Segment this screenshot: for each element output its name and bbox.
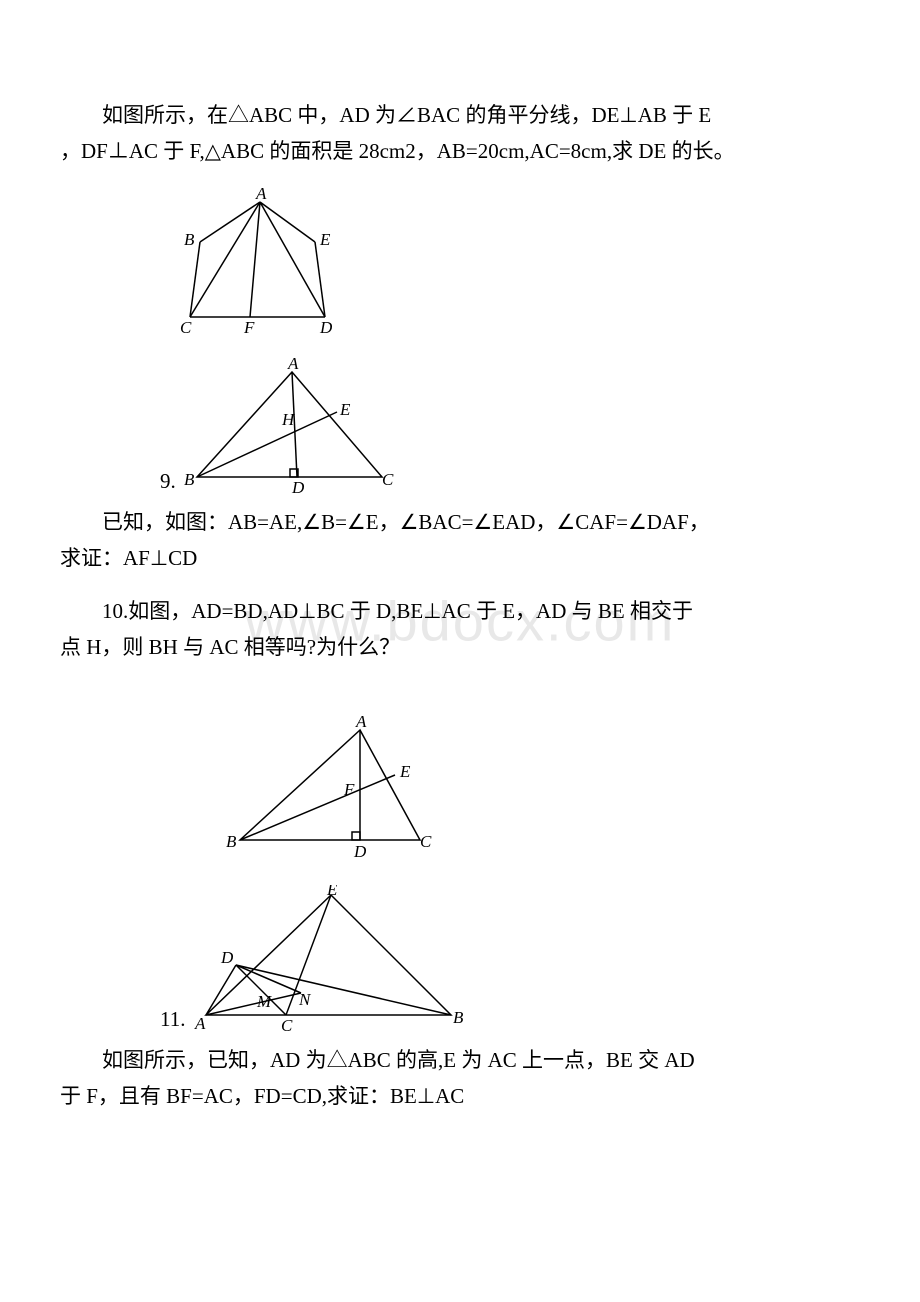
fig4-label-C: C — [281, 1016, 293, 1035]
fig2-label-B: B — [184, 470, 195, 489]
fig1-label-C: C — [180, 318, 192, 337]
q10-block: www.bdocx.com 10.如图，AD=BD,AD⊥BC 于 D,BE⊥A… — [60, 596, 860, 663]
fig2-label-E: E — [339, 400, 351, 419]
q10-line2: 点 H，则 BH 与 AC 相等吗?为什么？ — [60, 632, 860, 664]
q9-line1: 已知，如图：AB=AE,∠B=∠E，∠BAC=∠EAD，∠CAF=∠DAF， — [60, 507, 860, 539]
fig2-label-H: H — [281, 410, 296, 429]
figure-2-row: 9. A E H B D C — [160, 357, 860, 497]
q8-line2: ，DF⊥AC 于 F,△ABC 的面积是 28cm2，AB=20cm,AC=8c… — [60, 136, 860, 168]
q11-number: 11. — [160, 1004, 185, 1036]
fig1-label-F: F — [243, 318, 255, 337]
fig4-label-E: E — [326, 885, 338, 899]
fig4-label-D: D — [220, 948, 234, 967]
fig2-label-A: A — [287, 357, 299, 373]
fig3-label-C: C — [420, 832, 432, 851]
fig3-label-A: A — [355, 715, 367, 731]
q10-line1: 10.如图，AD=BD,AD⊥BC 于 D,BE⊥AC 于 E，AD 与 BE … — [60, 596, 860, 628]
q11-line2: 于 F，且有 BF=AC，FD=CD,求证：BE⊥AC — [60, 1081, 860, 1113]
fig3-label-F: F — [343, 780, 355, 799]
fig1-label-D: D — [319, 318, 333, 337]
fig2-label-C: C — [382, 470, 394, 489]
document-page: 如图所示，在△ABC 中，AD 为∠BAC 的角平分线，DE⊥AB 于 E ，D… — [0, 0, 920, 1176]
fig4-label-M: M — [256, 992, 272, 1011]
fig4-label-A: A — [194, 1014, 206, 1033]
fig1-label-B: B — [184, 230, 195, 249]
fig1-label-E: E — [319, 230, 331, 249]
fig3-label-E: E — [399, 762, 411, 781]
fig1-label-A: A — [255, 187, 267, 203]
fig4-label-N: N — [298, 990, 312, 1009]
figure-3: A E F B D C — [220, 715, 860, 865]
fig3-label-B: B — [226, 832, 237, 851]
q11-line1: 如图所示，已知，AD 为△ABC 的高,E 为 AC 上一点，BE 交 AD — [60, 1045, 860, 1077]
q9-line2: 求证：AF⊥CD — [60, 543, 860, 575]
q8-line1: 如图所示，在△ABC 中，AD 为∠BAC 的角平分线，DE⊥AB 于 E — [60, 100, 860, 132]
figure-4-row: 11. E D M N A C — [160, 885, 860, 1035]
q9-number: 9. — [160, 466, 176, 498]
figure-1: A B E C F D — [160, 187, 860, 337]
fig4-label-B: B — [453, 1008, 464, 1027]
fig2-label-D: D — [291, 478, 305, 497]
fig3-label-D: D — [353, 842, 367, 861]
